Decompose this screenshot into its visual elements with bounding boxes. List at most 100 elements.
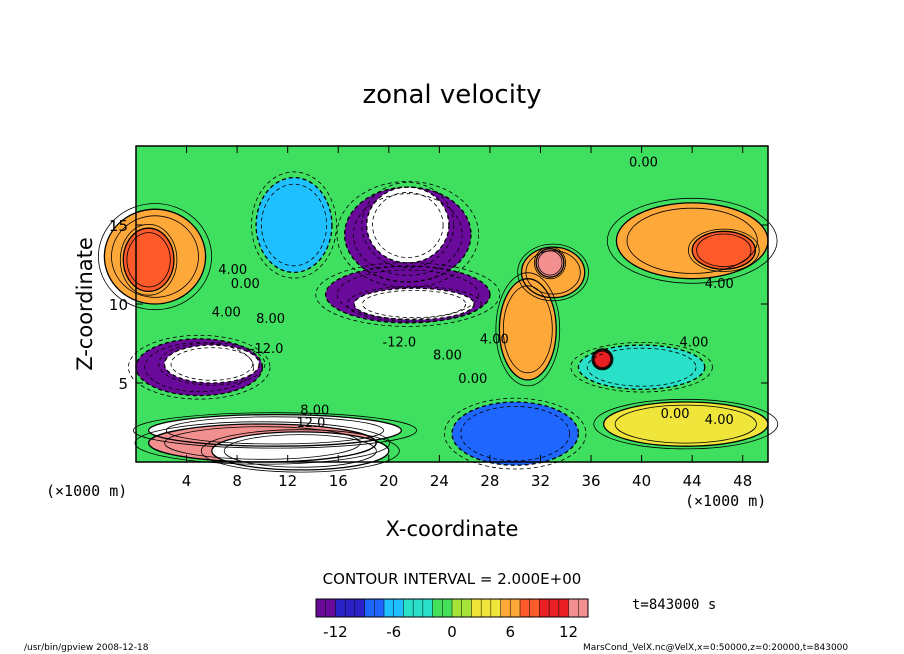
contour-line [535, 248, 565, 278]
contour-line [165, 416, 385, 445]
heatmap-region [366, 187, 449, 263]
contour-line [127, 334, 271, 400]
contour-line [460, 405, 571, 462]
colorbar-swatch [481, 599, 492, 617]
footer-right: MarsCond_VelX.nc@VelX,x=0:50000,z=0:2000… [583, 643, 848, 653]
contour-line [324, 265, 491, 324]
colorbar-swatch [461, 599, 472, 617]
colorbar-swatch [578, 599, 589, 617]
contour-line [586, 347, 697, 387]
plot-area: 0.004.000.004.00 8.00-12.0 -12.08.000.004.… [98, 145, 779, 473]
footer-left: /usr/bin/gpview 2008-12-18 [24, 643, 149, 653]
colorbar-swatch [384, 599, 395, 617]
colorbar-swatch [520, 599, 531, 617]
colorbar-ticks: -12 -6 0 6 12 [323, 623, 578, 641]
contour-label: 8.00 [256, 312, 285, 327]
contour-label: 0.00 [629, 156, 658, 171]
contour-label: 8.00 [433, 348, 462, 363]
colorbar-swatch [558, 599, 569, 617]
contour-line [122, 227, 175, 293]
contour-line [211, 431, 390, 471]
contour-line [593, 398, 779, 450]
contour-label: 8.00 [300, 404, 329, 419]
x-axis-unit-left: (×1000 m) [46, 482, 127, 500]
contour-line [495, 272, 561, 387]
colorbar-tick-label: 6 [506, 623, 516, 641]
colorbar-swatch [490, 599, 501, 617]
colorbar-swatch [354, 599, 365, 617]
contour-line [362, 289, 467, 318]
contour-label: 4.00 [705, 413, 734, 428]
contour-label: 12.0 [297, 416, 326, 431]
x-tick-label: 16 [329, 472, 348, 490]
contour-line [591, 348, 614, 371]
colorbar-swatch [316, 599, 327, 617]
x-tick-label: 24 [430, 472, 449, 490]
colorbar-tick-label: 0 [447, 623, 457, 641]
heatmap-region [211, 431, 389, 470]
x-tick-label: 8 [232, 472, 242, 490]
contour-line [164, 426, 361, 460]
colorbar-swatch [549, 599, 560, 617]
contour-line [577, 344, 706, 390]
time-label: t=843000 s [632, 597, 716, 613]
heatmap-region [164, 345, 260, 383]
contour-line [98, 203, 212, 311]
x-tick-label: 40 [632, 472, 651, 490]
contour-interval-text: CONTOUR INTERVAL = 2.000E+00 [323, 570, 582, 588]
contour-line [134, 421, 391, 465]
colorbar-swatch [442, 599, 453, 617]
colorbar-swatch [568, 599, 579, 617]
colorbar-tick-label: -6 [386, 623, 401, 641]
colorbar-swatch [539, 599, 550, 617]
colorbar-swatch [529, 599, 540, 617]
contour-label: -12.0 [383, 336, 417, 351]
contour-line [223, 434, 377, 468]
contour-label: 0.00 [231, 277, 260, 292]
x-axis-unit-right: (×1000 m) [685, 492, 766, 510]
colorbar [315, 598, 589, 618]
contour-line [353, 287, 475, 321]
colorbar-tick-label: -12 [323, 623, 348, 641]
x-tick-label: 20 [379, 472, 398, 490]
contour-line [251, 171, 337, 279]
colorbar-swatch [393, 599, 404, 617]
heatmap-region [452, 402, 579, 466]
colorbar-swatch [452, 599, 463, 617]
contour-line [451, 401, 580, 466]
x-axis: 4 8 12 16 20 24 28 32 36 40 44 48 [182, 146, 752, 490]
contour-line [132, 412, 418, 449]
contour-line [163, 344, 260, 384]
y-tick-label: 15 [109, 217, 128, 235]
contour-label: -12.0 [250, 342, 284, 357]
x-tick-label: 28 [480, 472, 499, 490]
contour-line [691, 230, 757, 270]
heatmap-region [692, 231, 756, 270]
contour-line [255, 176, 333, 274]
y-tick-label: 5 [118, 375, 128, 393]
heatmap-region [536, 248, 564, 278]
heatmap-region [592, 349, 612, 369]
colorbar-swatch [471, 599, 482, 617]
colorbar-swatch [413, 599, 424, 617]
y-tick-label: 10 [109, 296, 128, 314]
chart-title: zonal velocity [362, 80, 541, 110]
contour-line [126, 232, 171, 288]
contour-line [103, 208, 207, 305]
heatmap-region [256, 177, 332, 273]
contour-line [517, 243, 589, 302]
x-tick-label: 44 [683, 472, 702, 490]
contour-line [696, 233, 752, 267]
contour-line [147, 413, 403, 447]
contour-line [687, 228, 760, 272]
contour-label: 0.00 [458, 372, 487, 387]
contour-line [537, 250, 563, 276]
colorbar-swatch [403, 599, 414, 617]
contour-line [111, 215, 199, 298]
contour-line [336, 269, 479, 320]
contour-line [372, 191, 444, 258]
colorbar-tick-label: 12 [559, 623, 578, 641]
contour-label: 4.00 [680, 336, 709, 351]
contour-line [502, 285, 553, 374]
x-axis-label: X-coordinate [386, 517, 519, 541]
